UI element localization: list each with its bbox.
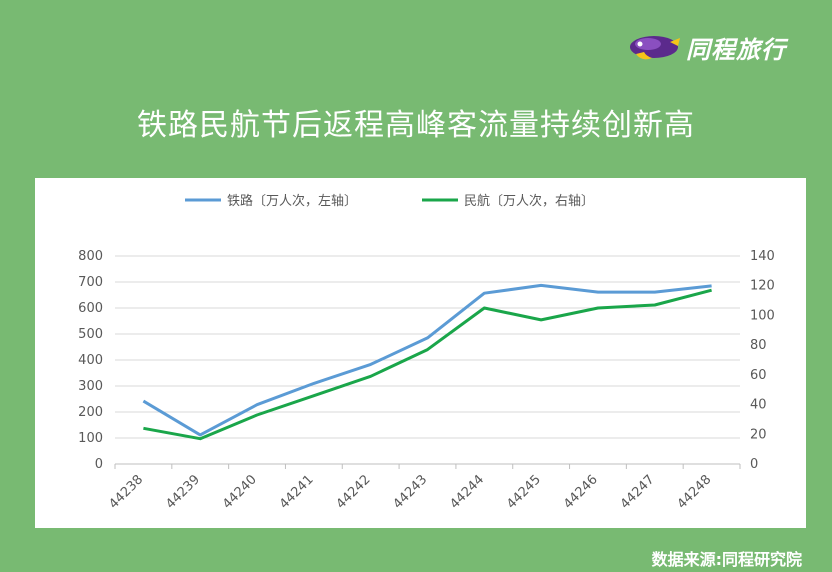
x-tick-label: 44246 [561,472,601,512]
y-right-tick-label: 100 [750,308,775,323]
x-tick-label: 44245 [504,472,544,512]
chart-panel: 0 100 200 300 400 500 600 700 800 0 20 40 60 80 100 120… [35,178,806,528]
y-right-tick-label: 140 [750,249,775,264]
data-source: 数据来源:同程研究院 [651,550,802,569]
legend-label: 铁路〔万人次，左轴〕 [227,193,357,209]
y-right-tick-label: 0 [750,457,758,472]
x-tick-label: 44239 [163,472,203,512]
y-right-tick-label: 60 [750,368,767,383]
chart-title: 铁路民航节后返程高峰客流量持续创新高 [137,108,695,143]
y-right-tick-label: 20 [750,427,767,442]
y-right-tick-label: 80 [750,338,767,353]
x-tick-label: 44241 [277,472,317,512]
x-tick-label: 44243 [390,472,430,512]
series-line [143,288,712,441]
x-tick-label: 44247 [618,472,658,512]
x-tick-label: 44242 [334,472,374,512]
y-right-tick-label: 40 [750,398,767,413]
tongcheng-bird-logo-icon [630,35,680,59]
legend-label: 民航〔万人次，右轴〕 [464,193,594,209]
y-left-tick-label: 500 [78,327,103,342]
y-left-tick-label: 100 [78,431,103,446]
y-left-tick-label: 700 [78,275,103,290]
y-left-tick-label: 200 [78,405,103,420]
x-tick-label: 44244 [447,472,487,512]
line-chart: 0 100 200 300 400 500 600 700 800 0 20 40 60 80 100 120… [78,193,775,512]
y-left-tick-label: 0 [95,457,103,472]
y-left-tick-label: 600 [78,301,103,316]
x-tick-label: 44248 [675,472,715,512]
x-tick-label: 44240 [220,472,260,512]
y-left-tick-label: 400 [78,353,103,368]
brand-name: 同程旅行 [686,36,786,64]
brand: 同程旅行 [626,30,786,65]
y-right-tick-label: 120 [750,279,775,294]
series-line [142,283,712,437]
x-tick-label: 44238 [106,472,146,512]
y-left-tick-label: 800 [78,249,103,264]
y-left-tick-label: 300 [78,379,103,394]
